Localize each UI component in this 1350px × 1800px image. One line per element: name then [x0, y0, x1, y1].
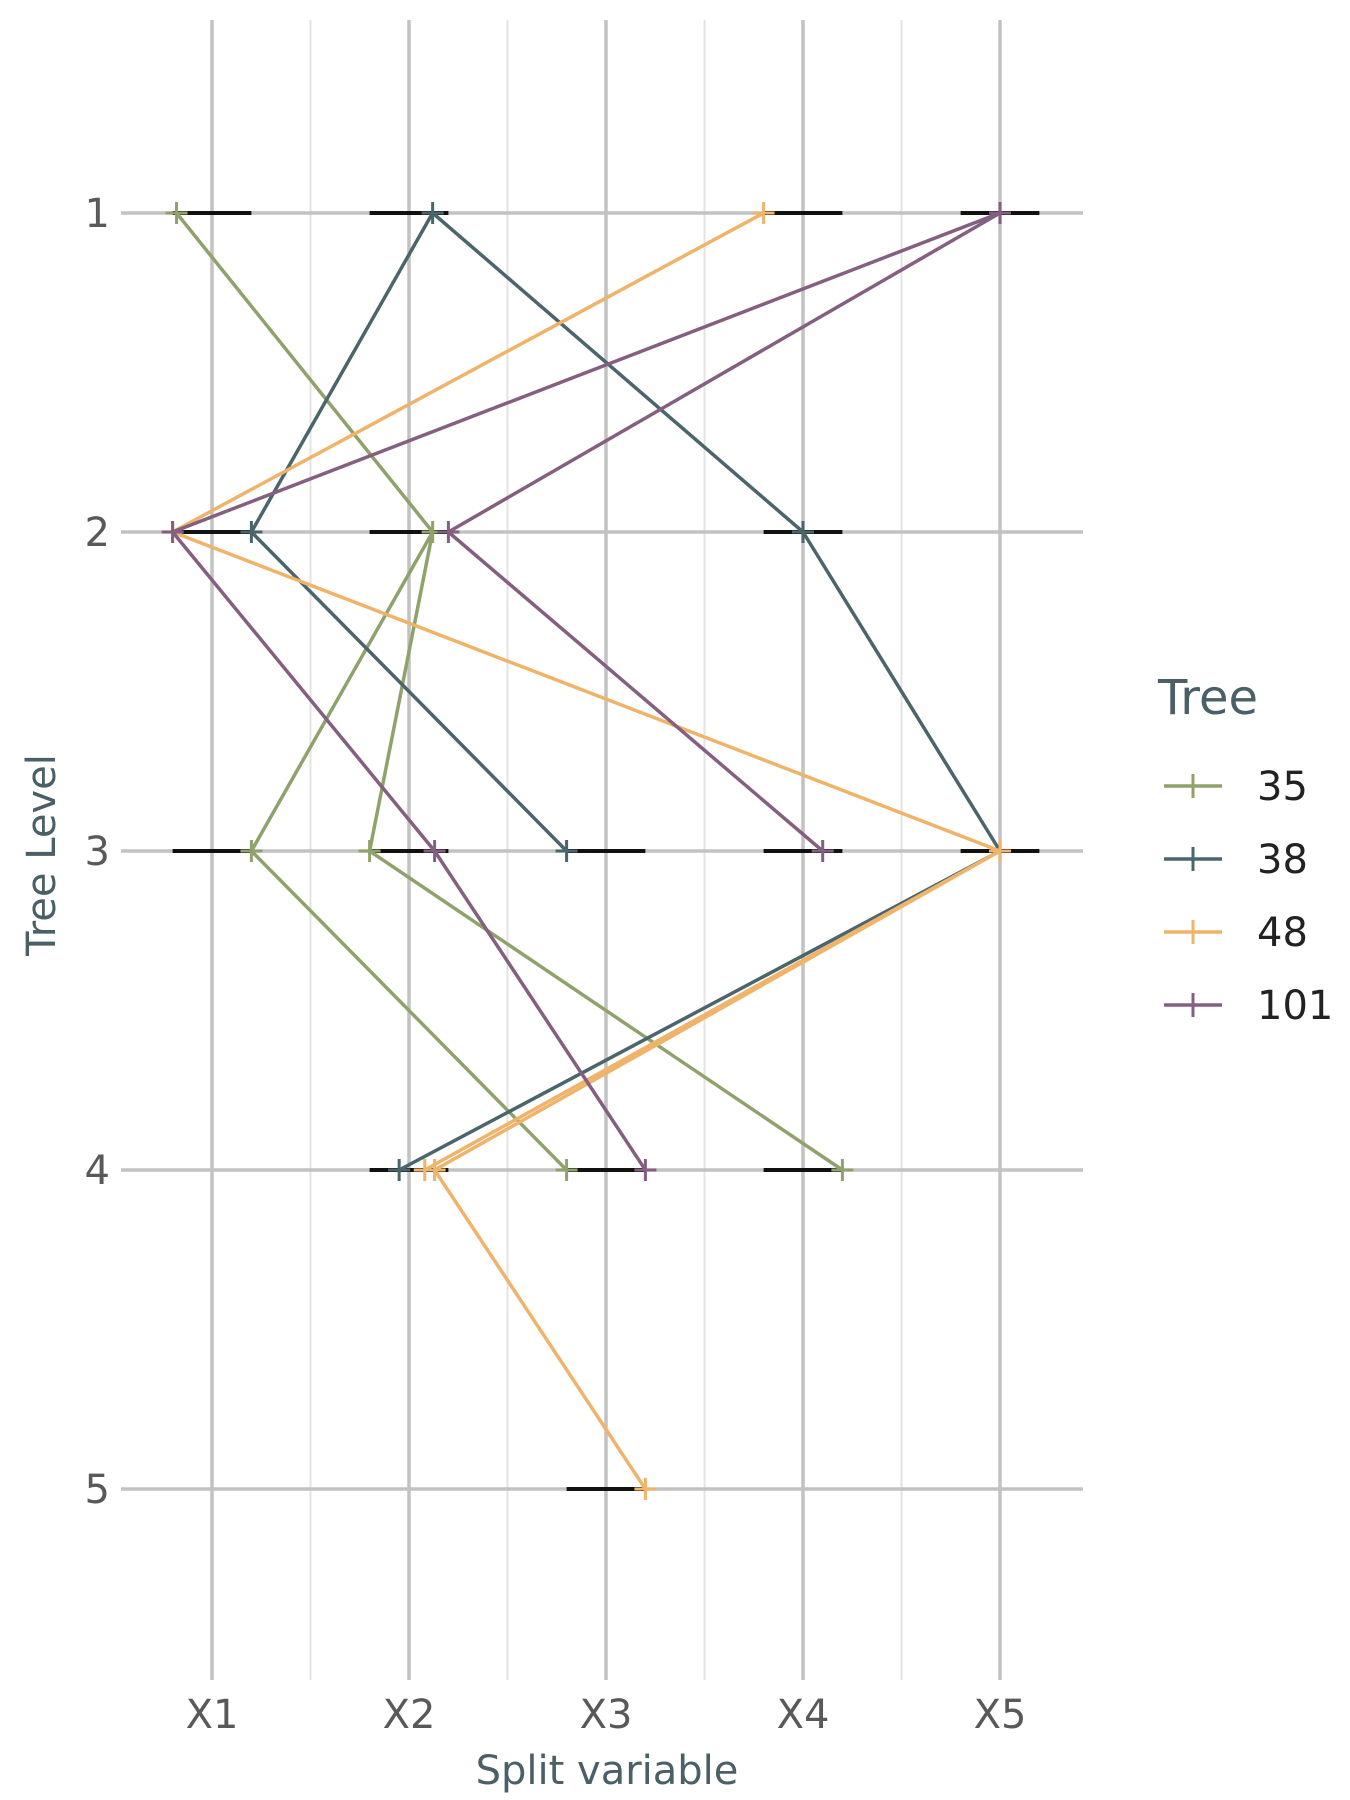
legend: Tree 35 38 48 101: [1157, 670, 1333, 1029]
series-lines: [161, 202, 1011, 1500]
point-marker-101: [634, 1159, 657, 1181]
legend-label-38: 38: [1257, 837, 1308, 883]
y-tick-label: 5: [85, 1467, 110, 1513]
point-marker-38: [388, 1159, 411, 1181]
x-tick-label: X5: [974, 1692, 1027, 1738]
series-line-38: [249, 530, 569, 853]
series-line-38: [430, 211, 805, 534]
point-marker-35: [358, 840, 381, 862]
point-marker-38: [792, 521, 814, 543]
x-tick-label: X1: [186, 1692, 239, 1738]
x-tick-label: X4: [777, 1692, 830, 1738]
x-axis-title: Split variable: [476, 1748, 739, 1794]
point-marker-48: [989, 840, 1011, 862]
point-marker-101: [989, 202, 1011, 224]
point-marker-101: [437, 521, 460, 543]
x-tick-label: X2: [383, 1692, 436, 1738]
series-line-101: [446, 530, 825, 853]
series-line-48: [432, 849, 1002, 1172]
point-marker-38: [421, 202, 444, 224]
y-tick-label: 3: [85, 829, 110, 875]
series-line-35: [367, 530, 435, 853]
point-marker-38: [240, 521, 263, 543]
point-marker-48: [423, 1159, 446, 1181]
series-line-48: [170, 530, 1002, 853]
x-tick-label: X3: [580, 1692, 633, 1738]
legend-label-101: 101: [1257, 983, 1333, 1029]
point-marker-38: [555, 840, 578, 862]
series-line-35: [249, 530, 435, 853]
point-marker-35: [831, 1159, 854, 1181]
point-marker-48: [752, 202, 775, 224]
legend-key-marker-101: [1181, 993, 1205, 1017]
tick-labels: X1 X2 X3 X4 X5 1 2 3 4 5: [85, 191, 1027, 1738]
y-tick-label: 2: [85, 510, 110, 556]
series-line-48: [170, 211, 766, 534]
y-axis-title: Tree Level: [19, 754, 65, 957]
point-marker-101: [423, 840, 446, 862]
series-line-48: [432, 1168, 648, 1491]
legend-label-35: 35: [1257, 764, 1308, 810]
y-tick-label: 4: [85, 1148, 110, 1194]
series-line-38: [397, 849, 1002, 1172]
point-marker-35: [165, 202, 188, 224]
point-marker-48: [634, 1478, 657, 1500]
legend-label-48: 48: [1257, 910, 1308, 956]
series-line-35: [174, 211, 435, 534]
point-marker-35: [240, 840, 263, 862]
series-line-35: [249, 849, 569, 1172]
legend-key-marker-35: [1181, 774, 1205, 798]
point-marker-35: [555, 1159, 578, 1181]
series-line-35: [367, 849, 845, 1172]
point-marker-101: [161, 521, 184, 543]
point-marker-101: [811, 840, 834, 862]
series-line-101: [446, 211, 1002, 534]
series-line-101: [432, 849, 648, 1172]
legend-title: Tree: [1157, 670, 1258, 726]
legend-key-marker-38: [1181, 847, 1205, 871]
y-tick-label: 1: [85, 191, 110, 237]
legend-key-marker-48: [1181, 920, 1205, 944]
series-line-101: [170, 530, 437, 853]
series-line-38: [801, 530, 1002, 853]
series-line-101: [170, 211, 1002, 534]
series-line-38: [249, 211, 435, 534]
